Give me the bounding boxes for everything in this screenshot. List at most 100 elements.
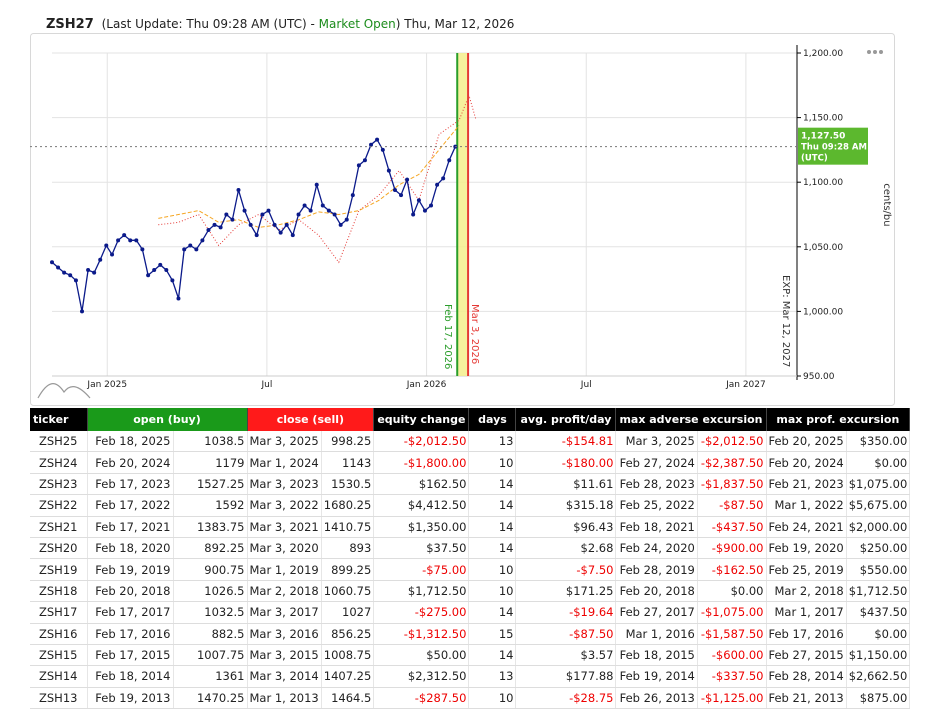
- table-cell: Feb 27, 2017: [615, 601, 698, 624]
- table-row: ZSH20 Feb 18, 2020 892.25 Mar 3, 2020 893 $37…: [30, 537, 911, 560]
- table-cell: $1,075.00: [846, 473, 911, 496]
- table-cell: -$180.00: [515, 451, 617, 474]
- price-point: [380, 147, 385, 152]
- table-cell: 13: [468, 665, 517, 688]
- table-cell: Mar 3, 2015: [247, 644, 322, 667]
- table-cell: Feb 18, 2015: [615, 644, 698, 667]
- column-header: avg. profit/day: [515, 408, 617, 431]
- table-cell: Feb 19, 2020: [766, 537, 847, 560]
- table-cell: 893: [321, 537, 375, 560]
- price-point: [182, 247, 187, 252]
- table-cell: 1383.75: [173, 516, 248, 538]
- y-tick-label: 1,050.00: [803, 243, 843, 253]
- header: ZSH27 (Last Update: Thu 09:28 AM (UTC) -…: [46, 17, 514, 32]
- table-cell: $3.57: [515, 644, 617, 667]
- table-cell: 892.25: [173, 537, 248, 560]
- price-point: [200, 238, 205, 243]
- table-cell: ZSH13: [30, 687, 88, 709]
- price-point: [68, 273, 73, 278]
- table-cell: Feb 17, 2015: [87, 644, 174, 667]
- table-cell: $350.00: [846, 431, 911, 453]
- table-cell: ZSH18: [30, 580, 88, 603]
- price-point: [320, 203, 325, 208]
- price-point: [308, 208, 313, 213]
- table-cell: Feb 28, 2019: [615, 558, 698, 581]
- price-point: [140, 247, 145, 252]
- table-cell: Mar 3, 2016: [247, 623, 322, 645]
- table-cell: $437.50: [846, 601, 911, 624]
- table-cell: Feb 19, 2013: [87, 687, 174, 709]
- table-cell: 10: [468, 580, 517, 603]
- price-point: [386, 168, 391, 173]
- price-point: [122, 233, 127, 238]
- menu-dots[interactable]: [867, 50, 883, 54]
- table-cell: Feb 17, 2017: [87, 601, 174, 624]
- table-cell: Feb 17, 2023: [87, 473, 174, 496]
- price-point: [392, 187, 397, 192]
- table-cell: Feb 28, 2014: [766, 665, 847, 688]
- price-point: [230, 217, 235, 222]
- price-point: [134, 238, 139, 243]
- dot[interactable]: [879, 50, 883, 54]
- price-point: [212, 222, 217, 227]
- table-cell: 1527.25: [173, 473, 248, 496]
- table-cell: Feb 18, 2020: [87, 537, 174, 560]
- market-status: Market Open: [318, 17, 396, 31]
- dot[interactable]: [867, 50, 871, 54]
- table-cell: -$437.50: [697, 516, 767, 538]
- table-row: ZSH17 Feb 17, 2017 1032.5 Mar 3, 2017 1027 -$…: [30, 601, 911, 624]
- price-point: [242, 208, 247, 213]
- table-cell: $1,712.50: [846, 580, 911, 603]
- table-cell: ZSH16: [30, 623, 88, 645]
- table-cell: Mar 1, 2013: [247, 687, 322, 709]
- table-cell: $11.61: [515, 473, 617, 496]
- table-cell: Feb 24, 2021: [766, 516, 847, 538]
- table-cell: 10: [468, 451, 517, 474]
- price-point: [104, 243, 109, 248]
- table-cell: Mar 2, 2018: [247, 580, 322, 603]
- price-point: [411, 212, 416, 217]
- table-cell: ZSH24: [30, 451, 88, 474]
- price-point: [405, 177, 410, 182]
- table-cell: Feb 20, 2018: [87, 580, 174, 603]
- table-cell: -$900.00: [697, 537, 767, 560]
- table-cell: -$600.00: [697, 644, 767, 667]
- update-suffix: ): [395, 17, 401, 31]
- price-point: [98, 257, 103, 262]
- table-cell: $2,312.50: [373, 665, 470, 688]
- table-cell: 15: [468, 623, 517, 645]
- dot[interactable]: [873, 50, 877, 54]
- table-cell: ZSH20: [30, 537, 88, 560]
- table-cell: -$275.00: [373, 601, 470, 624]
- price-point: [278, 230, 283, 235]
- table-cell: $2,662.50: [846, 665, 911, 688]
- price-point: [429, 203, 434, 208]
- table-cell: ZSH22: [30, 494, 88, 517]
- table-cell: 1407.25: [321, 665, 375, 688]
- price-point: [399, 193, 404, 198]
- price-point: [56, 265, 61, 270]
- price-point: [188, 243, 193, 248]
- price-point: [296, 212, 301, 217]
- column-header: ticker: [30, 408, 88, 431]
- price-point: [158, 262, 163, 267]
- price-point: [194, 247, 199, 252]
- price-line: [158, 94, 477, 264]
- table-cell: Mar 3, 2014: [247, 665, 322, 688]
- price-point: [272, 222, 277, 227]
- price-point: [73, 278, 78, 283]
- table-cell: Mar 1, 2024: [247, 451, 322, 474]
- price-point: [254, 233, 259, 238]
- table-cell: -$87.50: [515, 623, 617, 645]
- table-cell: $2.68: [515, 537, 617, 560]
- table-cell: -$75.00: [373, 558, 470, 581]
- table-cell: $0.00: [846, 623, 911, 645]
- table-cell: -$19.64: [515, 601, 617, 624]
- table-cell: Feb 25, 2022: [615, 494, 698, 517]
- price-point: [152, 268, 157, 273]
- date-line-label: Mar 3, 2026: [469, 304, 480, 364]
- x-tick-label: Jul: [580, 380, 592, 390]
- price-point: [86, 268, 91, 273]
- table-cell: Feb 17, 2022: [87, 494, 174, 517]
